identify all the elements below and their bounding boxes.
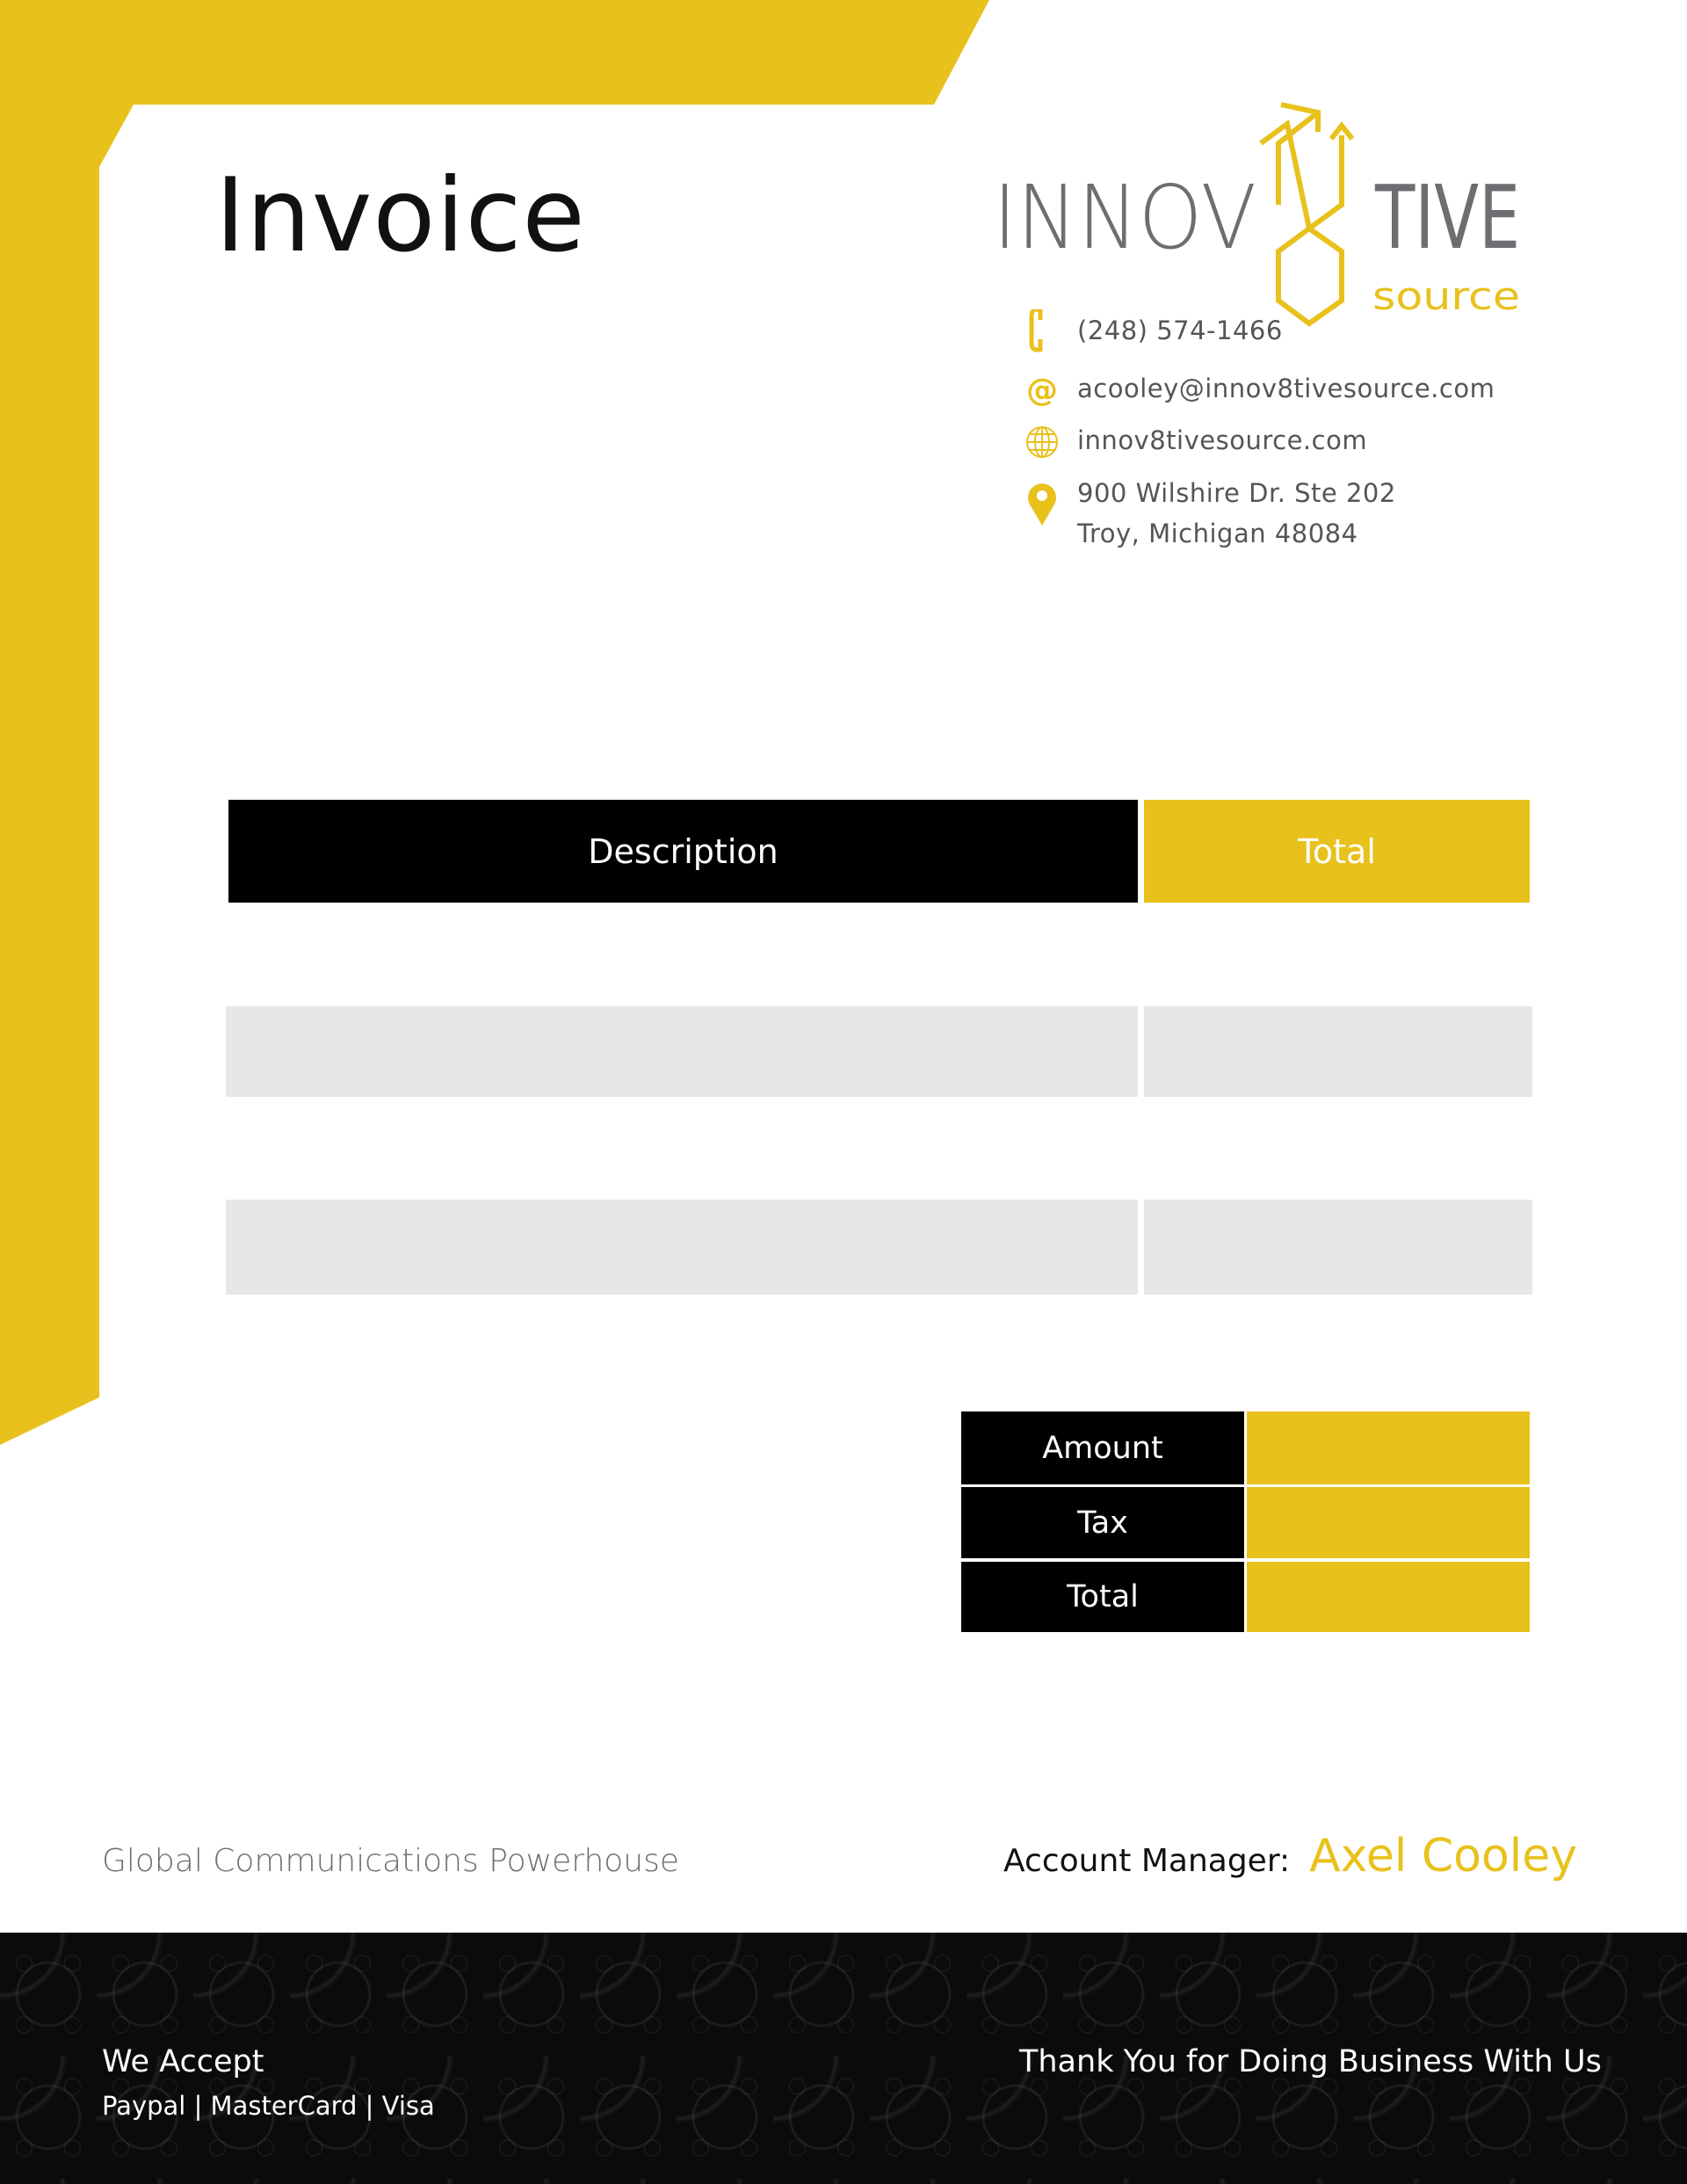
summary-amount-value bbox=[1247, 1411, 1530, 1484]
table-header-total: Total bbox=[1144, 800, 1530, 903]
table-row-2-description bbox=[226, 1200, 1138, 1295]
phone-icon bbox=[1025, 307, 1060, 352]
table-row-1-description bbox=[226, 1006, 1138, 1097]
svg-text:INNOV: INNOV bbox=[993, 166, 1256, 269]
thank-you-message: Thank You for Doing Business With Us bbox=[1019, 2044, 1602, 2079]
company-logo: INNOV TIVE source bbox=[992, 102, 1522, 327]
svg-text:TIVE: TIVE bbox=[1374, 166, 1520, 269]
account-manager-name: Axel Cooley bbox=[1309, 1830, 1577, 1883]
table-row-2-total bbox=[1144, 1200, 1532, 1295]
summary-tax-value bbox=[1247, 1487, 1530, 1558]
website-link[interactable]: innov8tivesource.com bbox=[1077, 425, 1368, 455]
at-icon: @ bbox=[1025, 371, 1060, 410]
location-pin-icon bbox=[1025, 482, 1060, 527]
phone-number: (248) 574-1466 bbox=[1077, 316, 1283, 345]
address-line-2: Troy, Michigan 48084 bbox=[1077, 519, 1358, 548]
page-title: Invoice bbox=[215, 156, 586, 275]
tagline: Global Communications Powerhouse bbox=[102, 1843, 679, 1879]
payment-methods: Paypal | MasterCard | Visa bbox=[102, 2091, 435, 2121]
table-header-description: Description bbox=[228, 800, 1138, 903]
summary-tax-label: Tax bbox=[961, 1487, 1244, 1558]
svg-text:source: source bbox=[1372, 274, 1520, 319]
footer-band: We Accept Paypal | MasterCard | Visa Tha… bbox=[0, 1933, 1687, 2184]
account-manager-label: Account Manager: bbox=[1003, 1843, 1291, 1879]
summary-total-label: Total bbox=[961, 1562, 1244, 1632]
globe-icon bbox=[1025, 424, 1060, 463]
we-accept-heading: We Accept bbox=[102, 2044, 264, 2079]
email-link[interactable]: acooley@innov8tivesource.com bbox=[1077, 374, 1495, 403]
summary-amount-label: Amount bbox=[961, 1411, 1244, 1484]
summary-total-value bbox=[1247, 1562, 1530, 1632]
table-row-1-total bbox=[1144, 1006, 1532, 1097]
svg-text:@: @ bbox=[1026, 373, 1058, 409]
account-manager: Account Manager: Axel Cooley bbox=[1003, 1830, 1577, 1883]
address-line-1: 900 Wilshire Dr. Ste 202 bbox=[1077, 478, 1396, 508]
